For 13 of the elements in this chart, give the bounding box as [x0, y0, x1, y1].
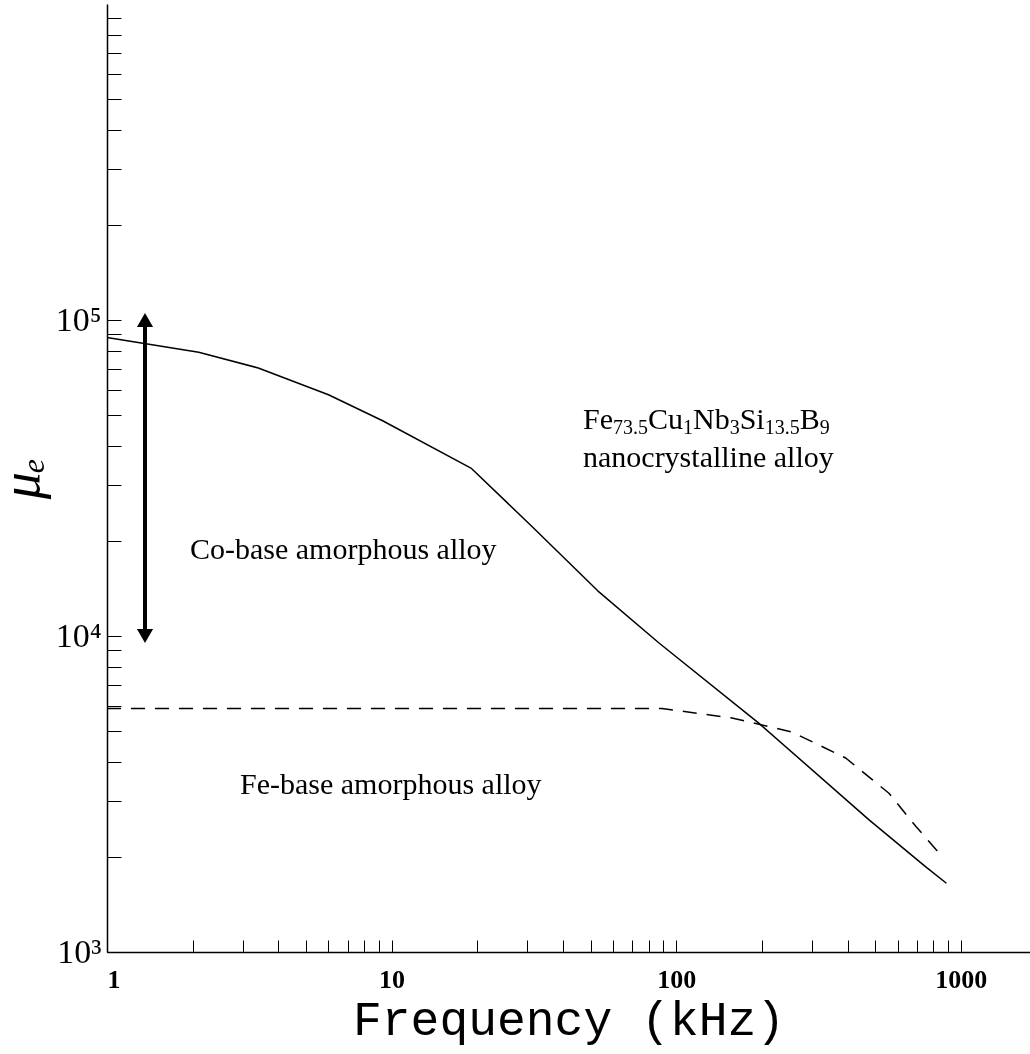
x-tick-label: 1	[107, 964, 121, 994]
x-tick-label: 1000	[935, 964, 988, 994]
annotation: Co-base amorphous alloy	[190, 532, 497, 565]
text: Fe$_{73.5}$Cu$_{1}$Nb$_{3}$Si$_{13.5}$B$_{9}$	[583, 402, 830, 438]
y-axis-title: μₑ	[0, 457, 51, 501]
x-tick-label: 100	[657, 964, 697, 994]
y-tick-label: 10³	[57, 932, 102, 970]
y-tick-label: 10⁵	[55, 300, 102, 338]
annotation: Fe-base amorphous alloy	[240, 767, 542, 800]
y-tick-label: 10⁴	[55, 616, 102, 654]
x-axis-title: Frequency (kHz)	[352, 994, 786, 1049]
x-tick-label: 10	[379, 964, 406, 994]
annotation: nanocrystalline alloy	[583, 440, 834, 473]
